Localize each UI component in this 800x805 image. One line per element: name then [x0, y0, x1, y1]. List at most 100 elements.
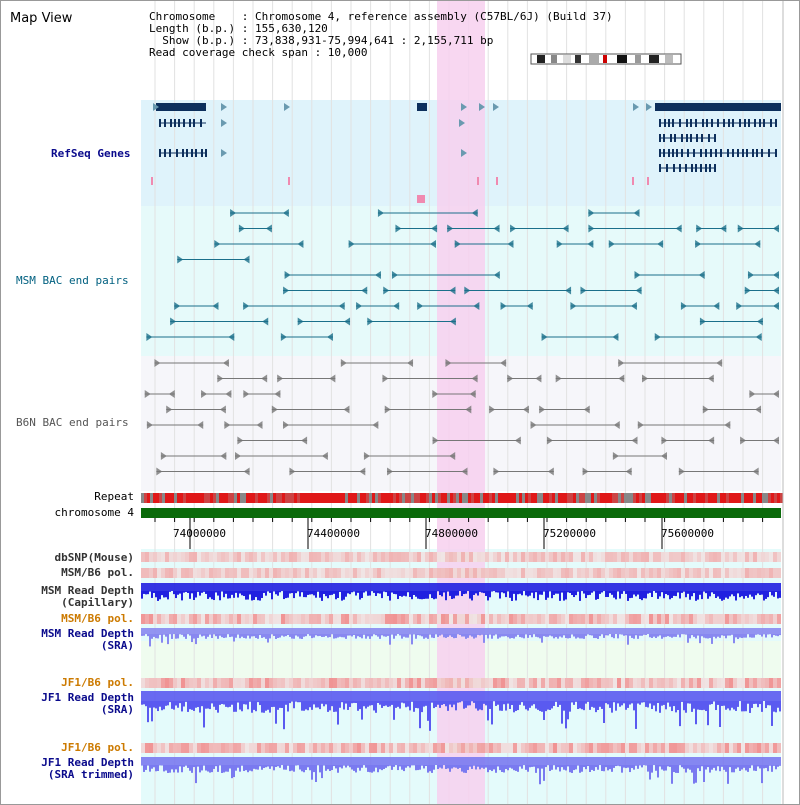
- read-depth-bar: [429, 591, 431, 595]
- polymorphism-cell: [305, 568, 309, 578]
- polymorphism-cell: [497, 614, 501, 624]
- read-depth-bar: [589, 701, 591, 710]
- msm-bac-pair-end: [756, 317, 763, 326]
- polymorphism-cell: [641, 614, 645, 624]
- read-depth-bar: [637, 701, 639, 704]
- read-depth-bar: [385, 765, 387, 768]
- read-depth-bar: [727, 591, 729, 599]
- polymorphism-cell: [673, 568, 677, 578]
- polymorphism-cell: [225, 678, 229, 688]
- read-depth-bar: [703, 765, 705, 782]
- polymorphism-cell: [637, 614, 641, 624]
- repeat-segment: [240, 493, 243, 503]
- polymorphism-cell: [397, 568, 401, 578]
- read-depth-bar: [549, 634, 551, 636]
- polymorphism-cell: [637, 678, 641, 688]
- read-depth-bar: [407, 591, 409, 593]
- polymorphism-cell: [761, 743, 765, 753]
- exon: [679, 119, 681, 127]
- read-depth-bar: [239, 701, 241, 710]
- polymorphism-cell: [717, 743, 721, 753]
- polymorphism-cell: [169, 743, 173, 753]
- polymorphism-cell: [689, 678, 693, 688]
- read-depth-bar: [463, 634, 465, 637]
- repeat-segment: [318, 493, 321, 503]
- gene-arrow: [221, 119, 227, 127]
- read-depth-bar: [309, 701, 311, 708]
- polymorphism-cell: [217, 678, 221, 688]
- ideogram-band: [589, 55, 599, 63]
- b6n-bac-pair-end: [631, 436, 638, 445]
- polymorphism-cell: [401, 678, 405, 688]
- polymorphism-cell: [517, 743, 521, 753]
- read-depth-bar: [675, 701, 677, 713]
- exon: [748, 119, 750, 127]
- polymorphism-cell: [165, 568, 169, 578]
- read-depth-bar: [543, 765, 545, 781]
- read-depth-bar: [641, 765, 643, 768]
- b6n-bac-pair-end: [256, 421, 263, 429]
- repeat-segment: [603, 493, 606, 503]
- read-depth-bar: [539, 634, 541, 639]
- msm-bac-pair-end: [230, 209, 237, 217]
- read-depth-bar: [209, 701, 211, 710]
- repeat-segment: [195, 493, 198, 503]
- read-depth-bar: [423, 634, 425, 639]
- read-depth-bar: [393, 591, 395, 594]
- read-depth-bar: [157, 701, 159, 712]
- read-depth-bar: [661, 701, 663, 706]
- msm-depth-sra-label: MSM Read Depth (SRA): [41, 628, 134, 652]
- polymorphism-cell: [221, 552, 225, 562]
- read-depth-bar: [449, 634, 451, 636]
- read-depth-bar: [655, 765, 657, 771]
- read-depth-bar: [341, 634, 343, 638]
- repeat-segment: [558, 493, 561, 503]
- read-depth-bar: [627, 591, 629, 601]
- b6n-bac-pair-end: [716, 359, 723, 367]
- gene-arrow: [153, 103, 159, 111]
- jf1-depth-trim-label: JF1 Read Depth (SRA trimmed): [41, 757, 134, 781]
- polymorphism-cell: [249, 614, 253, 624]
- read-depth-bar: [605, 765, 607, 768]
- repeat-segment: [630, 493, 633, 503]
- read-depth-bar: [667, 634, 669, 637]
- polymorphism-cell: [497, 678, 501, 688]
- polymorphism-cell: [593, 552, 597, 562]
- repeat-segment: [345, 493, 348, 503]
- read-depth-bar: [329, 701, 331, 711]
- polymorphism-cell: [765, 568, 769, 578]
- polymorphism-cell: [649, 614, 653, 624]
- repeat-segment: [753, 493, 756, 503]
- read-depth-bar: [563, 634, 565, 636]
- polymorphism-cell: [457, 678, 461, 688]
- polymorphism-cell: [341, 678, 345, 688]
- polymorphism-cell: [485, 743, 489, 753]
- read-depth-bar: [573, 701, 575, 705]
- read-depth-bar: [289, 591, 291, 594]
- read-depth-bar: [325, 765, 327, 771]
- polymorphism-cell: [741, 743, 745, 753]
- read-depth-bar: [283, 701, 285, 730]
- repeat-segment: [228, 493, 231, 503]
- polymorphism-cell: [577, 552, 581, 562]
- polymorphism-cell: [165, 614, 169, 624]
- polymorphism-cell: [721, 614, 725, 624]
- read-depth-bar: [525, 765, 527, 770]
- msm-bac-pair-end: [243, 302, 250, 310]
- polymorphism-cell: [665, 743, 669, 753]
- polymorphism-cell: [753, 614, 757, 624]
- read-depth-bar: [731, 765, 733, 773]
- read-depth-bar: [199, 765, 201, 773]
- polymorphism-cell: [185, 568, 189, 578]
- read-depth-bar: [721, 591, 723, 601]
- gene-marker: [288, 177, 290, 185]
- polymorphism-cell: [341, 568, 345, 578]
- read-depth-bar: [631, 765, 633, 769]
- polymorphism-cell: [313, 568, 317, 578]
- read-depth-bar: [153, 591, 155, 593]
- msm-bac-pair-end: [773, 302, 779, 310]
- polymorphism-cell: [429, 552, 433, 562]
- read-depth-bar: [337, 591, 339, 598]
- read-depth-bar: [665, 634, 667, 637]
